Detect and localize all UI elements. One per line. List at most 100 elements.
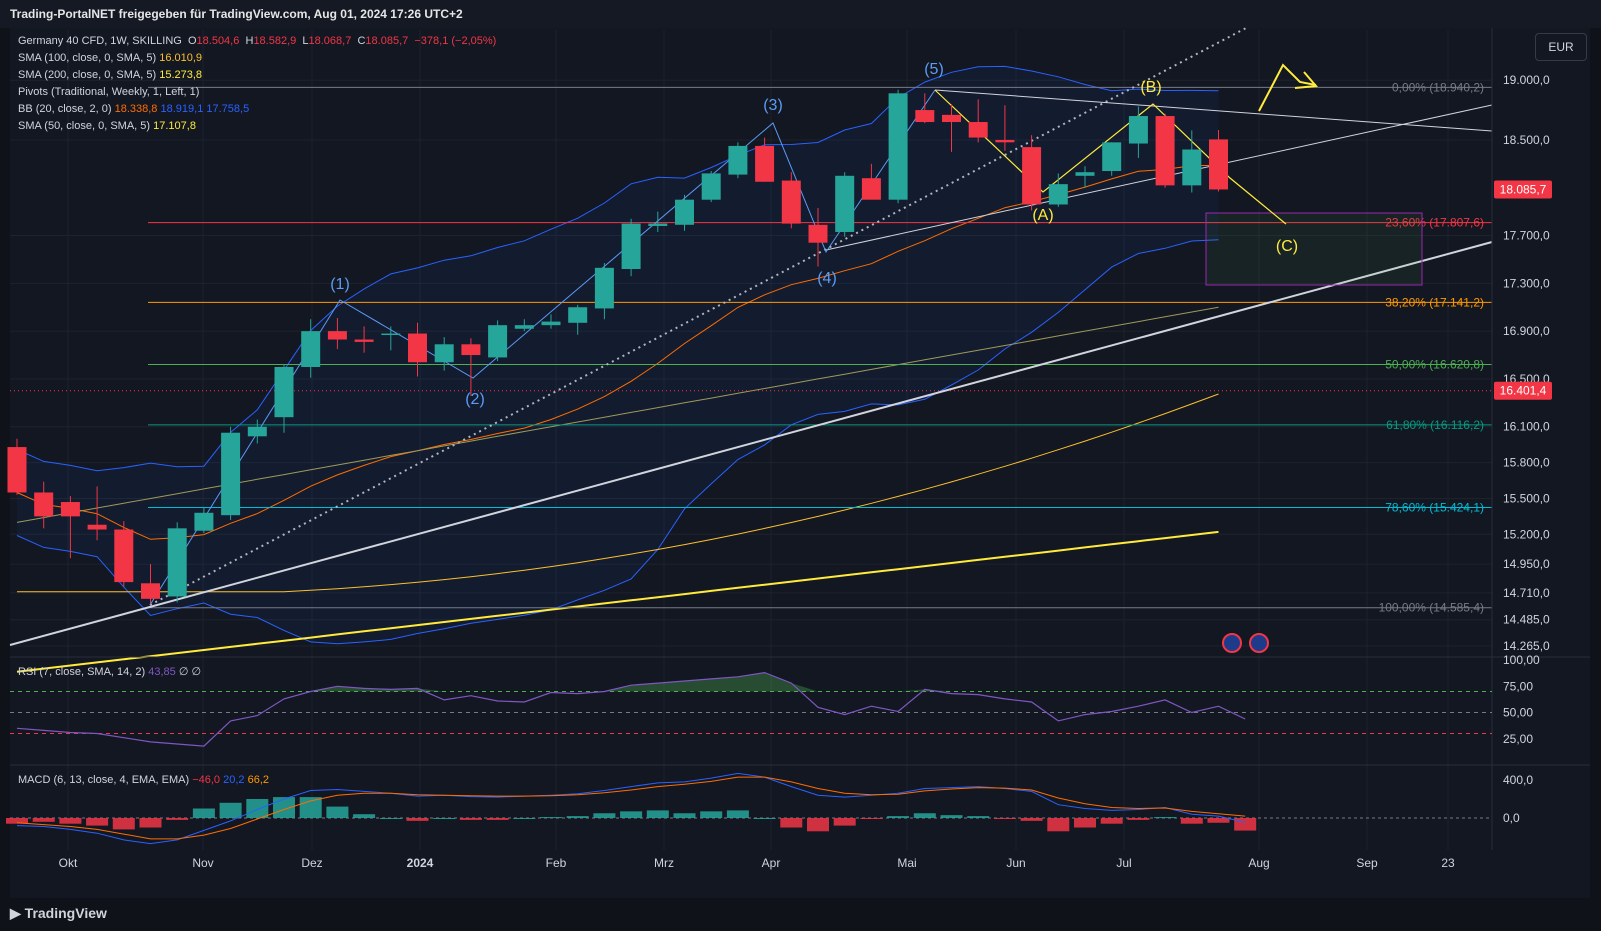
candle-body bbox=[354, 339, 374, 342]
macd-label: MACD (6, 13, close, 4, EMA, EMA) bbox=[18, 774, 190, 786]
macd-line bbox=[16, 772, 1246, 845]
macd-histogram-bar bbox=[620, 811, 643, 818]
candle-body bbox=[835, 175, 855, 232]
macd-histogram-bar bbox=[273, 797, 295, 818]
macd-histogram-bar bbox=[6, 818, 28, 824]
candle-body bbox=[167, 528, 187, 597]
time-axis-label: Mai bbox=[897, 856, 916, 870]
pivots-label: Pivots (Traditional, Weekly, 1, Left, 1) bbox=[18, 86, 200, 98]
high-label: H bbox=[245, 35, 254, 47]
candle-body bbox=[968, 122, 988, 138]
macd-histogram-bar bbox=[379, 818, 402, 819]
candle-body bbox=[621, 223, 641, 270]
candle-body bbox=[888, 93, 908, 200]
candle-body bbox=[114, 529, 134, 583]
wave-label: (2) bbox=[465, 391, 485, 408]
macd-histogram-bar bbox=[32, 818, 55, 822]
candle-body bbox=[915, 110, 935, 123]
candle-body bbox=[34, 492, 54, 517]
candle-body bbox=[87, 524, 107, 530]
macd-histogram-bar bbox=[1074, 818, 1096, 828]
sma100-line bbox=[17, 393, 1219, 593]
candle-body bbox=[327, 331, 347, 340]
fib-level-label: 100,00% (14.585,4) bbox=[1379, 601, 1484, 615]
forecast-arrow-icon bbox=[1258, 63, 1317, 112]
sma50-value: 17.107,8 bbox=[153, 120, 196, 132]
macd-legend: MACD (6, 13, close, 4, EMA, EMA) −46,0 2… bbox=[18, 772, 269, 789]
macd-histogram-bar bbox=[940, 815, 963, 818]
macd-value: −46,0 bbox=[192, 774, 221, 786]
macd-histogram-bar bbox=[913, 813, 936, 818]
time-axis-label: Apr bbox=[762, 856, 781, 870]
macd-histogram-bar bbox=[459, 818, 482, 820]
rsi-axis-label: 75,00 bbox=[1503, 679, 1533, 693]
macd-histogram-bar bbox=[246, 799, 269, 818]
macd-histogram-bar bbox=[646, 810, 669, 818]
price-axis-label: 14.485,0 bbox=[1503, 613, 1550, 627]
fib-level-label: 78,60% (15.424,1) bbox=[1385, 501, 1484, 515]
rsi-label: RSI (7, close, SMA, 14, 2) bbox=[18, 666, 146, 678]
candle-body bbox=[1022, 147, 1042, 205]
economic-event-icon bbox=[1249, 633, 1269, 653]
wave-label: (4) bbox=[817, 270, 837, 287]
macd-histogram-bar bbox=[1020, 818, 1043, 821]
candle-body bbox=[541, 321, 561, 326]
macd-histogram-bar bbox=[967, 816, 990, 818]
candle-body bbox=[675, 199, 694, 225]
bollinger-basis bbox=[16, 164, 1219, 540]
candle-body bbox=[861, 178, 881, 200]
candle-body bbox=[60, 502, 80, 517]
candle-body bbox=[1048, 184, 1068, 205]
macd-histogram-bar bbox=[1100, 818, 1123, 824]
bollinger-lower bbox=[16, 239, 1219, 645]
macd-histogram-bar bbox=[513, 818, 536, 819]
price-axis-label: 16.100,0 bbox=[1503, 420, 1550, 434]
macd-histogram-bar bbox=[1180, 818, 1203, 824]
macd-histogram-bar bbox=[59, 818, 82, 824]
candle-body bbox=[1128, 116, 1148, 144]
candle-body bbox=[755, 145, 775, 182]
wave-label: (5) bbox=[924, 61, 944, 78]
candle-body bbox=[808, 224, 828, 243]
candle-body bbox=[1075, 172, 1095, 176]
time-axis-label: 2024 bbox=[407, 856, 434, 870]
macd-histogram-bar bbox=[1127, 818, 1150, 820]
sma50-line bbox=[16, 306, 1219, 523]
target-zone-box bbox=[1205, 212, 1423, 286]
tradingview-logo: ▶ TradingView bbox=[10, 905, 107, 922]
macd-histogram-bar bbox=[726, 810, 749, 818]
price-axis-label: 18.500,0 bbox=[1503, 133, 1550, 147]
macd-histogram-bar bbox=[1234, 818, 1257, 831]
close-value: 18.085,7 bbox=[365, 35, 409, 47]
bollinger-upper bbox=[16, 65, 1219, 472]
sma200-value: 15.273,8 bbox=[159, 69, 203, 81]
bb-upper-value: 18.919,1 bbox=[160, 103, 204, 115]
price-badge bbox=[1494, 381, 1552, 400]
trendline-long bbox=[9, 241, 1493, 646]
price-axis-label: 14.710,0 bbox=[1503, 586, 1550, 600]
macd-histogram-bar bbox=[1207, 818, 1230, 823]
rsi-line bbox=[16, 671, 1246, 747]
candle-body bbox=[7, 447, 27, 493]
economic-event-icon bbox=[1222, 633, 1242, 653]
price-axis-label: 19.000,0 bbox=[1503, 73, 1550, 87]
wave-label: (3) bbox=[763, 97, 783, 114]
currency-button[interactable]: EUR bbox=[1535, 33, 1587, 61]
macd-signal-value: 20,2 bbox=[223, 774, 245, 786]
macd-histogram-bar bbox=[433, 818, 456, 819]
fib-level-label: 23,60% (17.807,6) bbox=[1385, 216, 1484, 230]
candle-body bbox=[1182, 149, 1202, 186]
price-axis-label: 15.500,0 bbox=[1503, 491, 1550, 505]
wave-label: (C) bbox=[1276, 238, 1298, 255]
high-value: 18.582,9 bbox=[253, 35, 297, 47]
candle-body bbox=[381, 333, 401, 336]
header-text: Trading-PortalNET freigegeben für Tradin… bbox=[10, 7, 463, 21]
candle-body bbox=[701, 173, 721, 200]
macd-histogram-bar bbox=[833, 818, 856, 826]
macd-histogram-bar bbox=[353, 814, 376, 818]
low-value: 18.068,7 bbox=[308, 35, 352, 47]
wave-label: (A) bbox=[1032, 207, 1053, 224]
price-badge-label: 18.085,7 bbox=[1500, 182, 1547, 196]
macd-histogram-bar bbox=[192, 808, 215, 818]
